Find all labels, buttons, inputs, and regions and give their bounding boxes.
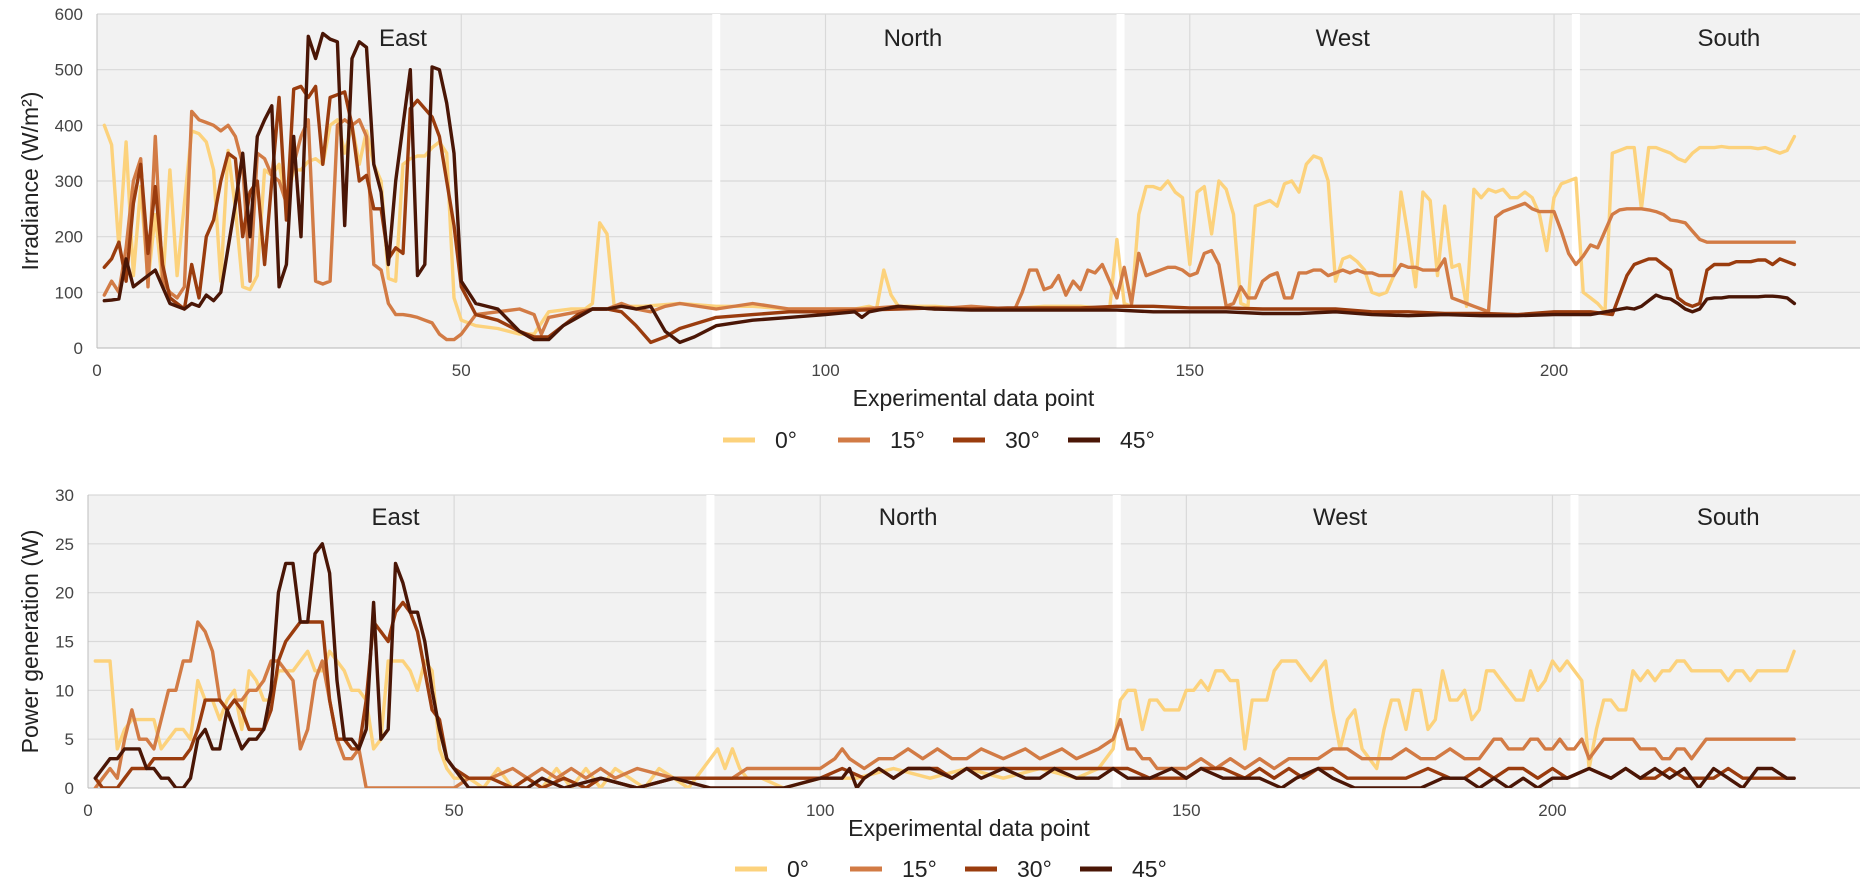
series-group — [102, 31, 1797, 345]
legend-label: 45° — [1132, 856, 1167, 882]
irradiance-chart: 0 100 200 300 400 500 600 0 50 100 150 200 East North… — [17, 5, 1860, 453]
legend-label: 0° — [787, 856, 809, 882]
x-tick-label: 200 — [1540, 361, 1568, 380]
x-tick-label: 150 — [1176, 361, 1204, 380]
legend: 0° 15° 30° 45° — [723, 427, 1155, 453]
x-tick-label: 50 — [452, 361, 471, 380]
legend-label: 30° — [1017, 856, 1052, 882]
section-separator — [1116, 14, 1125, 348]
series-line-0deg — [102, 118, 1797, 336]
section-label-north: North — [879, 504, 938, 531]
x-axis-title: Experimental data point — [853, 385, 1095, 411]
x-tick-label: 100 — [811, 361, 839, 380]
y-tick-label: 0 — [65, 779, 74, 798]
y-axis-title: Irradiance (W/m²) — [17, 92, 43, 271]
legend-label: 45° — [1120, 427, 1155, 453]
legend-label: 0° — [775, 427, 797, 453]
series-line-45deg — [102, 31, 1797, 345]
legend-label: 15° — [902, 856, 937, 882]
series-line-15deg — [102, 109, 1797, 342]
y-tick-label: 600 — [55, 5, 83, 24]
section-label-south: South — [1698, 25, 1761, 52]
section-label-east: East — [379, 25, 427, 52]
section-label-south: South — [1697, 504, 1760, 531]
y-tick-label: 100 — [55, 283, 83, 302]
legend-label: 15° — [890, 427, 925, 453]
x-tick-label: 200 — [1538, 801, 1566, 820]
y-tick-label: 200 — [55, 228, 83, 247]
x-tick-label: 0 — [83, 801, 92, 820]
section-label-east: East — [372, 504, 420, 531]
y-axis-title: Power generation (W) — [17, 530, 43, 754]
section-separator — [706, 495, 715, 788]
legend: 0° 15° 30° 45° — [735, 856, 1167, 882]
y-tick-label: 0 — [74, 339, 83, 358]
section-label-north: North — [884, 25, 943, 52]
section-label-west: West — [1313, 504, 1368, 531]
y-tick-label: 20 — [55, 584, 74, 603]
y-tick-label: 500 — [55, 61, 83, 80]
y-tick-label: 400 — [55, 116, 83, 135]
x-tick-label: 100 — [806, 801, 834, 820]
y-tick-label: 15 — [55, 633, 74, 652]
series-line-30deg — [93, 600, 1796, 788]
x-tick-label: 0 — [92, 361, 101, 380]
x-tick-label: 150 — [1172, 801, 1200, 820]
y-tick-label: 5 — [65, 730, 74, 749]
series-group — [93, 542, 1796, 788]
y-tick-label: 10 — [55, 681, 74, 700]
power-generation-chart: 0 5 10 15 20 25 30 0 50 100 150 200 East North West Sou… — [17, 486, 1860, 882]
x-axis-title: Experimental data point — [848, 815, 1090, 841]
y-tick-label: 300 — [55, 172, 83, 191]
section-separator — [1112, 495, 1121, 788]
section-label-west: West — [1316, 25, 1371, 52]
y-tick-label: 25 — [55, 535, 74, 554]
legend-label: 30° — [1005, 427, 1040, 453]
section-separator — [712, 14, 721, 348]
x-tick-label: 50 — [445, 801, 464, 820]
section-separator — [1570, 495, 1579, 788]
y-tick-label: 30 — [55, 486, 74, 505]
series-line-0deg — [93, 649, 1796, 788]
series-line-45deg — [93, 542, 1796, 788]
